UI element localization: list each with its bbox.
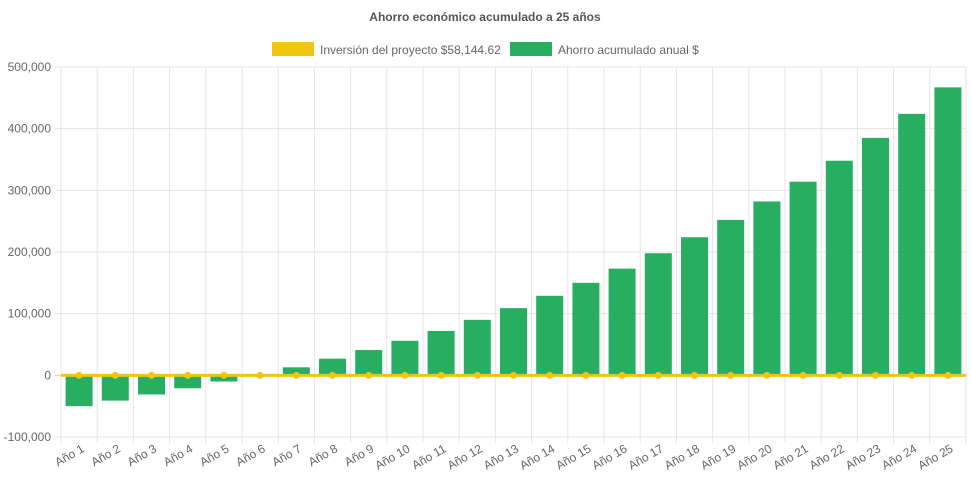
- x-tick-label: Año 6: [233, 441, 267, 469]
- x-tick-label: Año 17: [626, 441, 666, 472]
- y-tick-label: -100,000: [4, 430, 52, 444]
- x-tick-label: Año 1: [52, 441, 86, 469]
- savings-bar[interactable]: [138, 375, 165, 395]
- investment-point[interactable]: [908, 371, 916, 379]
- investment-point[interactable]: [473, 371, 481, 379]
- investment-point[interactable]: [654, 371, 662, 379]
- savings-bar[interactable]: [101, 375, 129, 401]
- x-tick-label: Año 10: [372, 441, 412, 472]
- chart-title: Ahorro económico acumulado a 25 años: [369, 10, 601, 24]
- investment-point[interactable]: [329, 371, 336, 379]
- investment-point[interactable]: [691, 371, 698, 379]
- legend-item-savings[interactable]: Ahorro acumulado anual $: [510, 42, 699, 57]
- legend-label-savings: Ahorro acumulado anual $: [558, 43, 699, 57]
- savings-bar[interactable]: [572, 282, 600, 376]
- savings-bar[interactable]: [753, 201, 781, 376]
- legend-item-investment[interactable]: Inversión del proyecto $58,144.62: [272, 42, 501, 57]
- legend-swatch-investment: [272, 42, 314, 56]
- investment-point[interactable]: [75, 371, 83, 379]
- legend-label-investment: Inversión del proyecto $58,144.62: [320, 43, 501, 57]
- investment-point[interactable]: [618, 371, 626, 379]
- x-tick-label: Año 14: [517, 441, 557, 472]
- x-tick-label: Año 7: [270, 441, 304, 469]
- x-tick-label: Año 2: [89, 441, 123, 469]
- bars: [65, 87, 962, 407]
- investment-point[interactable]: [546, 371, 554, 379]
- x-tick-label: Año 25: [915, 441, 955, 472]
- savings-bar[interactable]: [319, 358, 346, 376]
- investment-point[interactable]: [148, 371, 155, 379]
- investment-point[interactable]: [944, 371, 952, 379]
- legend: Inversión del proyecto $58,144.62 Ahorro…: [272, 42, 699, 57]
- investment-point[interactable]: [799, 371, 807, 379]
- x-tick-label: Año 5: [197, 441, 231, 469]
- investment-point[interactable]: [401, 371, 409, 379]
- x-tick-label: Año 24: [879, 441, 919, 472]
- x-tick-label: Año 9: [342, 441, 376, 469]
- savings-bar[interactable]: [898, 113, 926, 376]
- x-tick-label: Año 23: [843, 441, 883, 472]
- savings-bar[interactable]: [536, 295, 564, 376]
- investment-point[interactable]: [292, 371, 300, 379]
- x-tick-label: Año 18: [662, 441, 702, 472]
- y-tick-label: 300,000: [8, 183, 52, 197]
- x-tick-label: Año 4: [161, 441, 195, 469]
- savings-bar[interactable]: [608, 268, 636, 376]
- savings-bar[interactable]: [463, 319, 491, 376]
- y-tick-label: 400,000: [8, 122, 52, 136]
- grid: [55, 66, 967, 443]
- savings-bar[interactable]: [282, 367, 310, 376]
- investment-point[interactable]: [835, 371, 843, 379]
- x-tick-label: Año 13: [481, 441, 521, 472]
- savings-bar[interactable]: [391, 340, 419, 376]
- legend-swatch-savings: [510, 42, 552, 56]
- investment-point[interactable]: [256, 371, 264, 379]
- savings-bar[interactable]: [355, 350, 383, 376]
- investment-point[interactable]: [220, 371, 228, 379]
- x-tick-label: Año 15: [553, 441, 593, 472]
- investment-point[interactable]: [727, 371, 735, 379]
- savings-bar[interactable]: [174, 375, 202, 389]
- x-tick-label: Año 3: [125, 441, 159, 469]
- investment-point[interactable]: [582, 371, 590, 379]
- savings-bar[interactable]: [500, 308, 527, 376]
- savings-bar[interactable]: [65, 375, 93, 407]
- savings-bar[interactable]: [427, 330, 455, 376]
- investment-point[interactable]: [437, 371, 445, 379]
- x-tick-label: Año 21: [771, 441, 811, 472]
- y-tick-label: 100,000: [8, 307, 52, 321]
- y-tick-label: 500,000: [8, 60, 52, 74]
- x-tick-label: Año 8: [306, 441, 340, 469]
- investment-point[interactable]: [763, 371, 771, 379]
- savings-bar[interactable]: [934, 87, 962, 376]
- x-tick-label: Año 12: [445, 441, 485, 472]
- investment-line: [61, 371, 966, 379]
- investment-point[interactable]: [365, 371, 373, 379]
- x-tick-label: Año 22: [807, 441, 847, 472]
- savings-bar[interactable]: [825, 160, 853, 376]
- savings-bar[interactable]: [717, 219, 745, 376]
- x-tick-label: Año 11: [409, 441, 448, 472]
- savings-bar[interactable]: [644, 253, 672, 376]
- savings-bar[interactable]: [789, 181, 817, 376]
- savings-bar[interactable]: [862, 137, 889, 376]
- investment-point[interactable]: [872, 371, 879, 379]
- investment-point[interactable]: [510, 371, 517, 379]
- y-tick-label: 200,000: [8, 245, 52, 259]
- y-tick-label: 0: [44, 368, 51, 382]
- y-axis: -100,000 0 100,000 200,000 300,000 400,000 500…: [4, 60, 52, 444]
- x-tick-label: Año 19: [698, 441, 738, 472]
- x-tick-label: Año 20: [734, 441, 774, 472]
- investment-point[interactable]: [111, 371, 119, 379]
- savings-bar[interactable]: [681, 237, 708, 376]
- investment-point[interactable]: [184, 371, 192, 379]
- x-axis: Año 1 Año 2 Año 3 Año 4 Año 5 Año 6 Año 7 Año 8…: [52, 441, 955, 472]
- x-tick-label: Año 16: [590, 441, 630, 472]
